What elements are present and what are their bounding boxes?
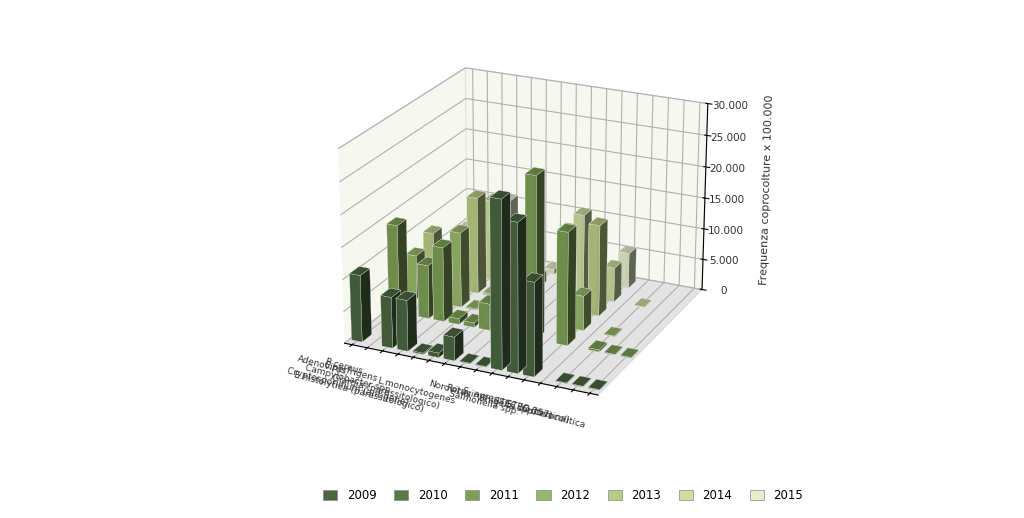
Legend: 2009, 2010, 2011, 2012, 2013, 2014, 2015: 2009, 2010, 2011, 2012, 2013, 2014, 2015 [318, 484, 808, 507]
